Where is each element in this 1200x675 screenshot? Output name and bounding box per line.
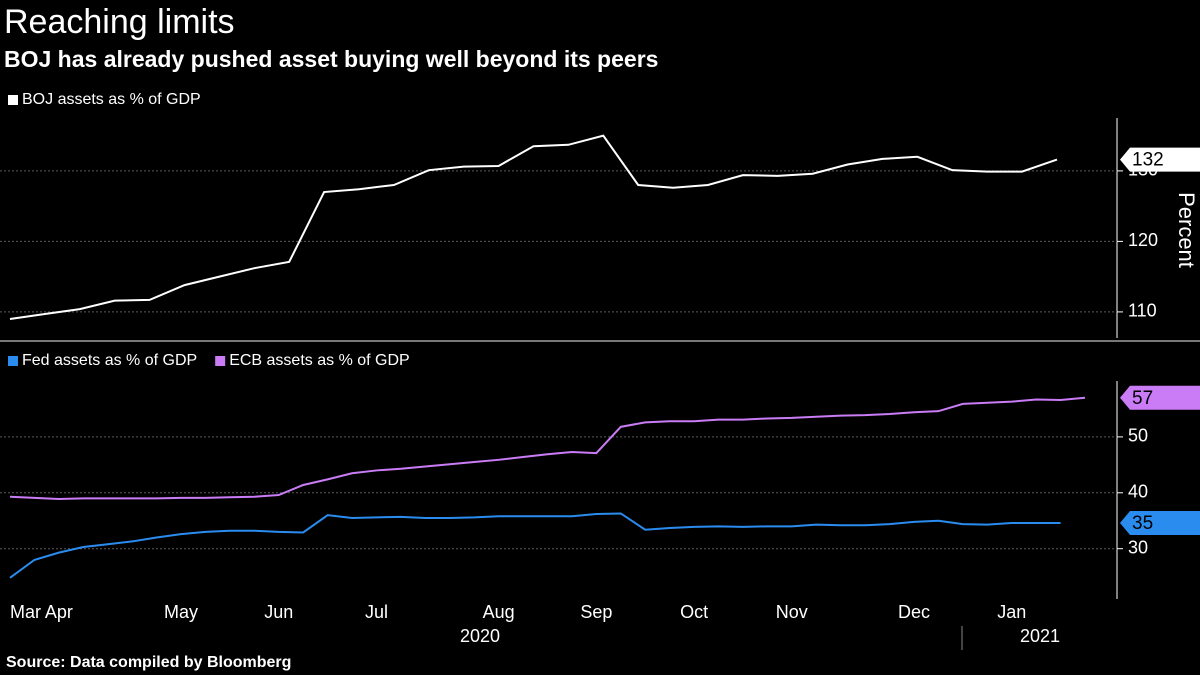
y-tick-label: 50 xyxy=(1128,426,1148,446)
x-tick-label: Nov xyxy=(776,602,808,622)
legend-label: Fed assets as % of GDP xyxy=(22,352,197,369)
chart-title: Reaching limits xyxy=(4,3,235,41)
x-tick-label: May xyxy=(164,602,198,622)
value-label: 132 xyxy=(1132,150,1164,171)
value-tag xyxy=(1120,147,1200,172)
x-tick-label: Aug xyxy=(483,602,515,622)
year-label: 2020 xyxy=(460,626,500,646)
y-tick-label: 120 xyxy=(1128,230,1158,250)
x-tick-label: Jun xyxy=(264,602,293,622)
y-tick-label: 30 xyxy=(1128,537,1148,557)
data-line xyxy=(9,134,1058,320)
x-tick-label: Jul xyxy=(365,602,388,622)
value-tag xyxy=(1120,510,1200,535)
value-tag xyxy=(1120,385,1200,410)
data-line xyxy=(9,512,1061,579)
y-tick-label: 40 xyxy=(1128,482,1148,502)
legend-label: BOJ assets as % of GDP xyxy=(22,91,201,108)
legend-label: ECB assets as % of GDP xyxy=(229,352,410,369)
source: Source: Data compiled by Bloomberg xyxy=(6,654,291,671)
x-tick-label: Sep xyxy=(580,602,612,622)
year-label: 2021 xyxy=(1020,626,1060,646)
legend-swatch xyxy=(8,356,18,366)
x-tick-label: Apr xyxy=(45,602,73,622)
value-label: 57 xyxy=(1132,388,1153,409)
legend-swatch xyxy=(8,95,18,105)
x-tick-label: Jan xyxy=(997,602,1026,622)
x-tick-label: Mar xyxy=(10,602,41,622)
x-tick-label: Dec xyxy=(898,602,930,622)
x-tick-label: Oct xyxy=(680,602,708,622)
y-tick-label: 110 xyxy=(1128,301,1157,321)
legend-swatch xyxy=(215,356,226,366)
value-label: 35 xyxy=(1132,513,1153,534)
y-axis-title: Percent xyxy=(1174,192,1199,268)
data-line xyxy=(9,396,1086,500)
chart-subtitle: BOJ has already pushed asset buying well… xyxy=(4,46,658,72)
